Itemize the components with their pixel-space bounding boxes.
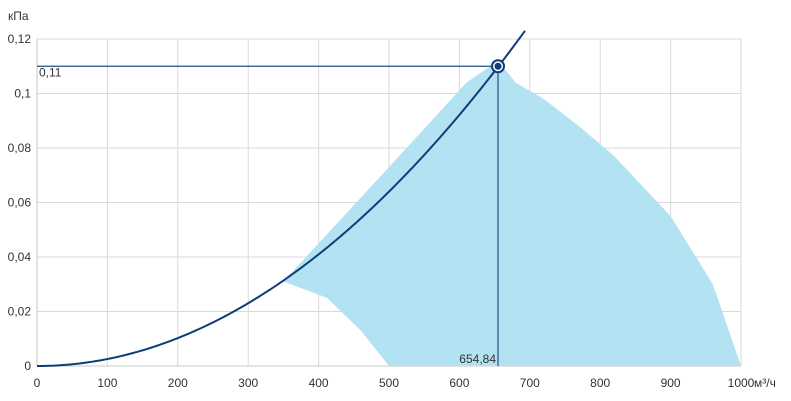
tick-labels: 0 100 200 300 400 500 600 700 800 900 1000 0 0,02 0,0…	[8, 32, 755, 390]
operating-area-layer	[283, 60, 741, 367]
y-tick-label-0: 0	[24, 359, 31, 373]
x-tick-label-8: 800	[590, 376, 610, 390]
x-tick-label-10: 1000	[728, 376, 755, 390]
system-curve-layer	[36, 30, 526, 367]
y-tick-label-6: 0,12	[8, 32, 32, 46]
operating-point-x-value: 654,84	[459, 352, 496, 366]
operating-point-marker-dot	[494, 62, 502, 70]
x-tick-label-7: 700	[520, 376, 540, 390]
x-tick-label-1: 100	[97, 376, 117, 390]
y-tick-label-2: 0,04	[8, 250, 32, 264]
operating-point-guides	[37, 65, 499, 366]
x-tick-label-4: 400	[309, 376, 329, 390]
y-tick-label-5: 0,1	[14, 87, 31, 101]
y-axis-unit-label: кПа	[8, 9, 29, 23]
x-tick-label-5: 500	[379, 376, 399, 390]
operating-point-y-value: 0,11	[39, 65, 62, 79]
operating-point-layer	[491, 59, 506, 74]
x-tick-label-3: 300	[238, 376, 258, 390]
x-tick-label-0: 0	[34, 376, 41, 390]
y-tick-label-3: 0,06	[8, 196, 32, 210]
operating-area	[283, 60, 741, 367]
x-tick-label-9: 900	[661, 376, 681, 390]
y-tick-label-1: 0,02	[8, 305, 32, 319]
x-tick-label-2: 200	[168, 376, 188, 390]
x-axis-unit-label: м³/ч	[754, 376, 776, 390]
y-tick-label-4: 0,08	[8, 141, 32, 155]
system-curve-line	[36, 30, 526, 367]
x-tick-label-6: 600	[449, 376, 469, 390]
